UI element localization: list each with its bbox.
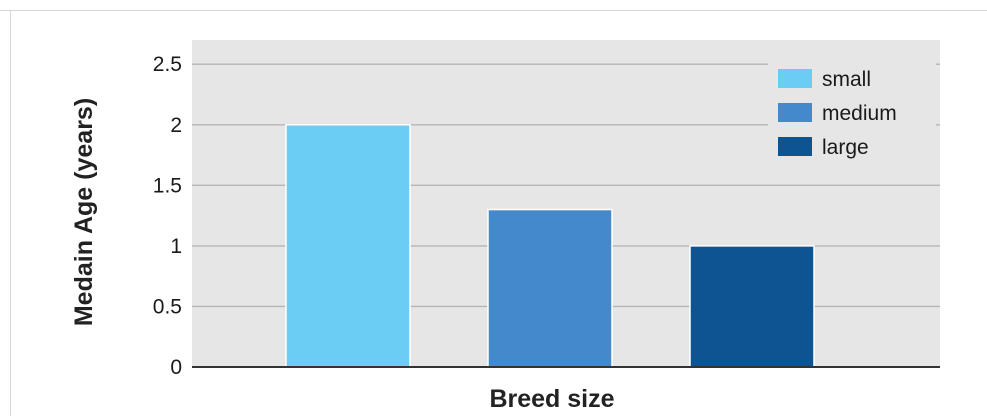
y-tick-label: 0	[170, 356, 182, 379]
legend-swatch-large	[778, 137, 812, 156]
legend-swatch-small	[778, 69, 812, 88]
legend: small medium large	[768, 62, 936, 172]
y-tick-label: 2	[170, 114, 182, 137]
bar-small	[285, 124, 411, 368]
legend-swatch-medium	[778, 103, 812, 122]
y-tick-label: 1.5	[153, 174, 182, 197]
bar-large	[689, 245, 815, 368]
legend-label-large: large	[822, 136, 869, 159]
y-tick-label: 2.5	[153, 53, 182, 76]
y-axis-title: Medain Age (years)	[70, 98, 98, 326]
y-tick-labels: 0 0.5 1 1.5 2 2.5	[153, 53, 182, 379]
legend-label-small: small	[822, 68, 871, 91]
legend-label-medium: medium	[822, 102, 897, 125]
y-tick-label: 0.5	[153, 295, 182, 318]
bar-medium	[487, 208, 613, 368]
y-tick-label: 1	[170, 235, 182, 258]
x-axis-title: Breed size	[489, 385, 614, 413]
